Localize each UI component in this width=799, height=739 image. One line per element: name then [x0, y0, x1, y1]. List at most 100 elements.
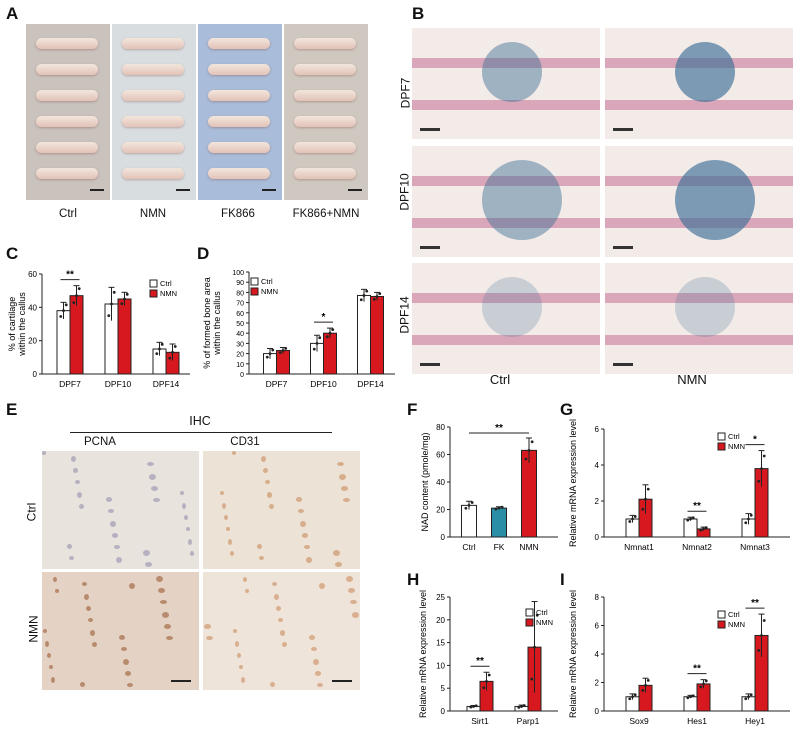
y-tick-label: 70 — [236, 301, 244, 308]
scale-bar — [171, 680, 191, 682]
data-point — [472, 705, 475, 708]
legend-swatch — [525, 618, 534, 627]
stain-dot — [79, 504, 84, 509]
stain-dot — [162, 612, 169, 618]
stain-dot — [241, 677, 245, 683]
histology-image — [605, 28, 793, 139]
data-point — [112, 290, 116, 294]
data-point — [110, 302, 113, 306]
scale-bar — [613, 363, 633, 366]
data-point — [749, 693, 753, 697]
data-point — [278, 351, 282, 355]
data-point — [520, 705, 523, 708]
scale-bar — [420, 128, 440, 131]
bone-specimen — [294, 168, 356, 179]
stain-dot — [53, 577, 57, 582]
y-tick-label: 40 — [28, 303, 37, 312]
significance-label: ** — [751, 598, 759, 609]
stain-dot — [51, 677, 55, 683]
chart-i-notch: 0 2 4 6 8 Relative mRNA expression level Sox9 H… — [568, 590, 790, 726]
histology-image — [412, 263, 600, 374]
y-tick-label: 40 — [236, 331, 244, 338]
bone-specimen — [122, 116, 184, 127]
data-point — [62, 309, 65, 313]
stain-dot — [309, 635, 315, 640]
data-point — [497, 506, 501, 510]
ihc-col-cd31: CD31 — [230, 436, 260, 448]
data-point — [485, 679, 488, 683]
y-tick-label: 25 — [436, 593, 445, 602]
data-point — [533, 645, 536, 649]
stain-dot — [302, 533, 308, 538]
stain-dot — [278, 618, 283, 622]
data-point — [331, 328, 335, 332]
stain-dot — [230, 551, 234, 556]
stain-dot — [184, 515, 188, 520]
data-point — [469, 705, 473, 709]
data-point — [646, 678, 650, 682]
bone-specimen — [122, 90, 184, 101]
data-point — [689, 517, 692, 521]
y-axis-label: % of cartilage — [7, 297, 17, 352]
stain-dot — [160, 600, 167, 604]
stain-dot — [88, 618, 93, 622]
x-tick-label: DPF7 — [266, 379, 288, 389]
panel-label-d: D — [197, 244, 210, 263]
bar — [117, 298, 132, 375]
panel-label-g: G — [560, 400, 574, 419]
stain-dot — [156, 576, 163, 582]
stain-dot — [267, 492, 272, 498]
legend-label: NMN — [728, 620, 745, 629]
y-tick-label: 60 — [436, 451, 445, 460]
bone-cortex — [412, 335, 600, 345]
data-point — [265, 355, 269, 359]
bone-specimen — [294, 64, 356, 75]
data-point — [470, 501, 474, 504]
data-point — [77, 287, 81, 291]
stain-dot — [228, 539, 232, 545]
x-tick-label: NMN — [519, 542, 538, 552]
y-tick-label: 0 — [441, 707, 446, 716]
bone-specimen — [36, 116, 98, 127]
stain-dot — [282, 642, 287, 647]
legend-swatch — [250, 287, 259, 296]
bone-specimen — [208, 64, 270, 75]
bone-specimen — [208, 168, 270, 179]
photo-caption-fk866: FK866 — [221, 208, 255, 220]
significance-label: ** — [693, 664, 701, 675]
bone-specimen — [122, 168, 184, 179]
data-point — [155, 352, 159, 356]
bar — [69, 295, 84, 375]
stain-dot — [296, 497, 302, 502]
stain-dot — [86, 606, 91, 611]
data-point — [160, 342, 164, 346]
stain-dot — [110, 521, 116, 527]
data-point — [633, 693, 637, 697]
data-point — [64, 303, 68, 307]
panel-label-i: I — [560, 570, 565, 589]
data-point — [704, 679, 708, 683]
stain-dot — [265, 480, 270, 484]
data-point — [641, 507, 645, 511]
stain-dot — [166, 636, 173, 640]
histology-image — [412, 28, 600, 139]
legend-label: NMN — [160, 289, 177, 298]
data-point — [375, 295, 379, 298]
stain-dot — [226, 527, 230, 531]
x-tick-label: DPF7 — [59, 379, 81, 389]
stain-dot — [239, 665, 243, 669]
y-tick-label: 6 — [595, 425, 600, 434]
y-tick-label: 0 — [240, 372, 244, 379]
stain-dot — [276, 606, 281, 611]
significance-label: * — [322, 312, 326, 323]
data-point — [527, 448, 531, 452]
ihc-image — [42, 451, 199, 569]
data-point — [325, 335, 329, 339]
ihc-image — [203, 451, 360, 569]
stain-dot — [47, 653, 51, 658]
ihc-image — [203, 572, 360, 690]
data-point — [686, 518, 690, 522]
y-tick-label: 100 — [232, 270, 244, 277]
bone-specimen — [208, 90, 270, 101]
data-point — [631, 695, 634, 699]
